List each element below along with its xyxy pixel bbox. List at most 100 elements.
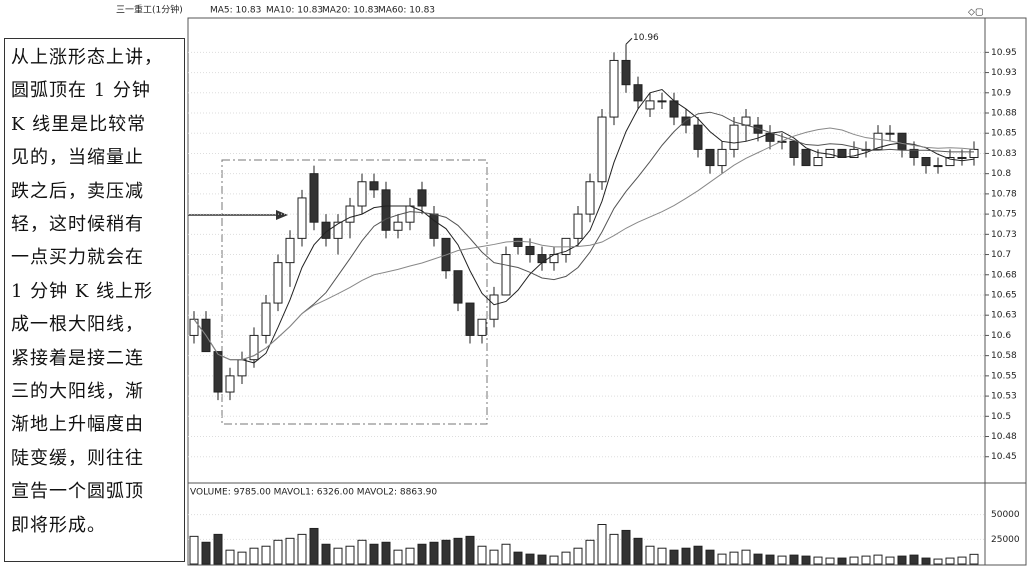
candle-body <box>213 351 223 393</box>
candle-body <box>381 189 391 231</box>
indicator: MA20: 10.83 <box>322 6 379 16</box>
y-tick-label: 10.9 <box>991 88 1011 98</box>
y-tick-label: 10.58 <box>991 351 1017 361</box>
candle-body <box>345 205 355 223</box>
volume-bar <box>261 545 271 565</box>
candle-body <box>789 140 799 158</box>
y-tick-label: 10.88 <box>991 109 1017 119</box>
volume-bar <box>309 527 319 565</box>
volume-bar <box>585 539 595 565</box>
text-line: 跌之后，卖压减 <box>11 180 144 202</box>
candle-body <box>729 124 739 150</box>
candle-body <box>933 165 943 168</box>
text-line: 见的，当缩量止 <box>11 147 144 169</box>
volume-bar <box>861 555 871 565</box>
candle-body <box>909 148 919 158</box>
volume-bar <box>645 545 655 565</box>
volume-bar <box>393 549 403 565</box>
volume-bar <box>429 541 439 565</box>
candle-body <box>573 213 583 239</box>
volume-bar <box>837 557 847 565</box>
volume-bar <box>945 557 955 565</box>
volume-bar <box>237 551 247 565</box>
candle-body <box>609 59 619 118</box>
volume-bar <box>789 554 799 565</box>
candle-body <box>393 221 403 231</box>
annotation-text: 从上涨形态上讲， 圆弧顶在 1 分钟 K 线里是比较常 见的，当缩量止 跌之后，卖压减轻… <box>4 38 185 562</box>
candle-body <box>189 318 199 336</box>
volume-bar <box>561 551 571 565</box>
candle-body <box>885 132 895 135</box>
y-tick-label: 10.45 <box>991 452 1017 462</box>
volume-bar <box>897 555 907 565</box>
candle-body <box>369 181 379 191</box>
candle-body <box>225 375 235 393</box>
y-tick-label: 10.55 <box>991 371 1017 381</box>
candle-body <box>249 334 259 361</box>
volume-bar <box>345 545 355 565</box>
volume-bar <box>633 537 643 565</box>
y-tick-label: 10.73 <box>991 230 1017 240</box>
candle-body <box>501 254 511 296</box>
volume-bar <box>189 535 199 565</box>
y-tick-label: 10.7 <box>991 250 1011 260</box>
candle-body <box>417 189 427 207</box>
volume-bar <box>549 555 559 565</box>
candle-body <box>957 156 967 159</box>
text-line: 渐地上升幅度由 <box>11 414 144 436</box>
candle-body <box>405 205 415 223</box>
candle-body <box>645 100 655 110</box>
volume-bar <box>249 547 259 565</box>
volume-bar <box>909 554 919 565</box>
candle-body <box>717 148 727 167</box>
candle-body <box>477 318 487 336</box>
max-label: 10.96 <box>633 33 659 43</box>
y-tick-label: 10.65 <box>991 290 1017 300</box>
y-tick-label: 10.95 <box>991 48 1017 58</box>
volume-bar <box>537 554 547 565</box>
volume-bar <box>201 541 211 565</box>
candle-body <box>633 84 643 102</box>
volume-bar <box>513 551 523 565</box>
volume-bar <box>357 539 367 565</box>
candle-body <box>357 181 367 207</box>
candle-body <box>321 221 331 239</box>
volume-bar <box>849 556 859 565</box>
candle-body <box>237 359 247 377</box>
volume-bar <box>369 543 379 565</box>
candle-body <box>693 124 703 150</box>
volume-tick-label: 25000 <box>991 535 1020 545</box>
volume-bar <box>297 533 307 565</box>
volume-bar <box>741 549 751 565</box>
indicator: MA60: 10.83 <box>378 6 435 16</box>
y-tick-label: 10.5 <box>991 412 1011 422</box>
moving-average <box>193 127 975 361</box>
volume-bar <box>417 543 427 565</box>
volume-bar <box>885 556 895 565</box>
y-tick-label: 10.6 <box>991 331 1011 341</box>
candle-body <box>513 237 523 247</box>
candle-body <box>705 148 715 167</box>
candle-body <box>945 156 955 167</box>
volume-bar <box>681 547 691 565</box>
text-line: 紧接着是接二连 <box>11 347 144 369</box>
volume-bar <box>489 549 499 565</box>
candle-body <box>285 237 295 264</box>
volume-bar <box>405 547 415 565</box>
volume-title: VOLUME: 9785.00 MAVOL1: 6326.00 MAVOL2: … <box>190 488 437 498</box>
volume-bar <box>501 543 511 565</box>
candle-body <box>333 221 343 239</box>
candle-body <box>465 302 475 336</box>
volume-bar <box>921 557 931 565</box>
volume-bar <box>933 558 943 565</box>
volume-bar <box>597 524 607 565</box>
candle-body <box>297 197 307 239</box>
indicator: MA10: 10.83 <box>266 6 323 16</box>
volume-bar <box>321 543 331 565</box>
volume-bar <box>717 553 727 565</box>
candle-body <box>585 181 595 215</box>
text-line: 三的大阳线，渐 <box>11 381 144 403</box>
icon: ◇▢ <box>968 8 983 18</box>
text-line: 一点买力就会在 <box>11 247 144 269</box>
